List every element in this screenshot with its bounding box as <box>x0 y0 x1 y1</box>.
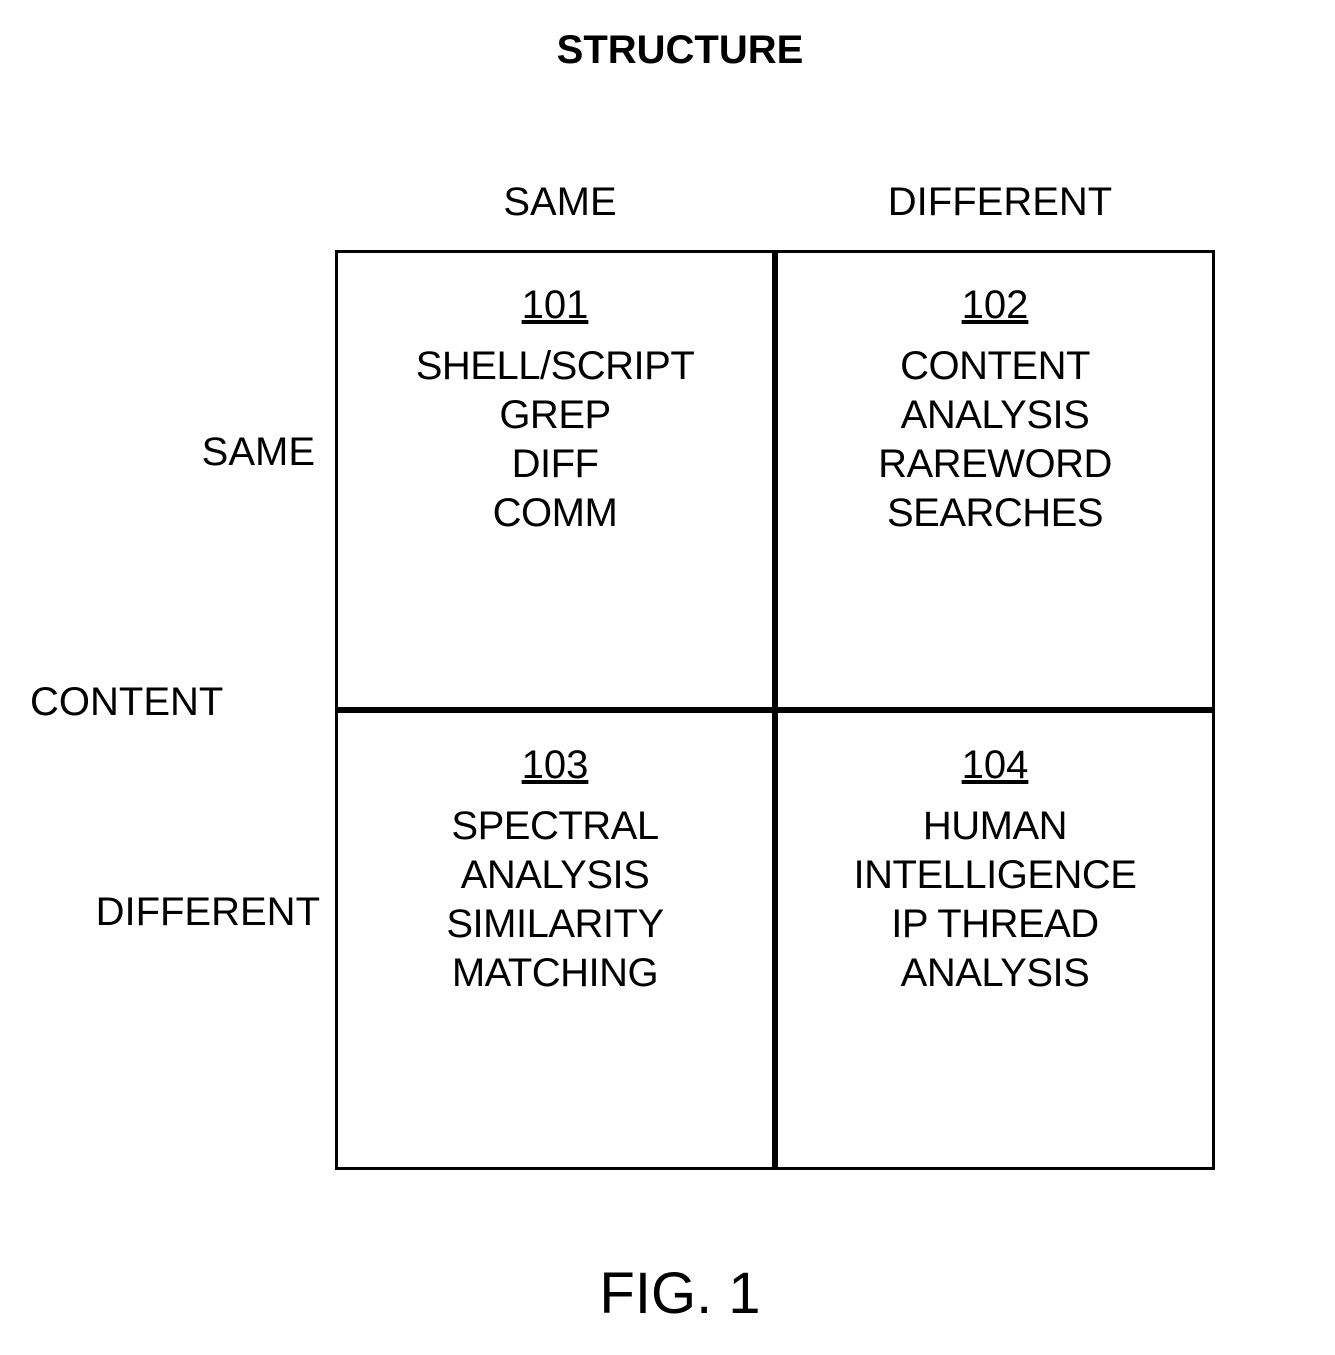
figure-caption: FIG. 1 <box>530 1260 830 1327</box>
cell-line: SPECTRAL <box>451 804 658 849</box>
cell-line: IP THREAD <box>891 902 1098 947</box>
cell-102: 102 CONTENT ANALYSIS RAREWORD SEARCHES <box>775 250 1215 710</box>
cell-line: GREP <box>499 393 610 438</box>
cell-line: SHELL/SCRIPT <box>416 344 695 389</box>
cell-id: 103 <box>522 743 589 788</box>
cell-103: 103 SPECTRAL ANALYSIS SIMILARITY MATCHIN… <box>335 710 775 1170</box>
column-header-same: SAME <box>370 180 750 225</box>
cell-line: MATCHING <box>452 951 658 996</box>
cell-104: 104 HUMAN INTELLIGENCE IP THREAD ANALYSI… <box>775 710 1215 1170</box>
cell-line: ANALYSIS <box>461 853 650 898</box>
row-header-same: SAME <box>145 430 315 475</box>
cell-line: DIFF <box>512 442 599 487</box>
cell-line: HUMAN <box>923 804 1067 849</box>
row-header-different: DIFFERENT <box>70 890 320 935</box>
top-axis-label: STRUCTURE <box>480 28 880 73</box>
cell-line: SEARCHES <box>887 491 1103 536</box>
cell-line: RAREWORD <box>878 442 1112 487</box>
cell-line: INTELLIGENCE <box>854 853 1137 898</box>
cell-id: 102 <box>962 283 1029 328</box>
cell-line: ANALYSIS <box>901 393 1090 438</box>
quadrant-matrix: 101 SHELL/SCRIPT GREP DIFF COMM 102 CONT… <box>335 250 1215 1170</box>
column-header-different: DIFFERENT <box>800 180 1200 225</box>
cell-id: 101 <box>522 283 589 328</box>
cell-101: 101 SHELL/SCRIPT GREP DIFF COMM <box>335 250 775 710</box>
figure-container: STRUCTURE SAME DIFFERENT SAME DIFFERENT … <box>0 0 1335 1355</box>
cell-line: SIMILARITY <box>446 902 663 947</box>
cell-id: 104 <box>962 743 1029 788</box>
left-axis-label: CONTENT <box>30 680 280 725</box>
cell-line: CONTENT <box>900 344 1090 389</box>
cell-line: ANALYSIS <box>901 951 1090 996</box>
cell-line: COMM <box>493 491 618 536</box>
